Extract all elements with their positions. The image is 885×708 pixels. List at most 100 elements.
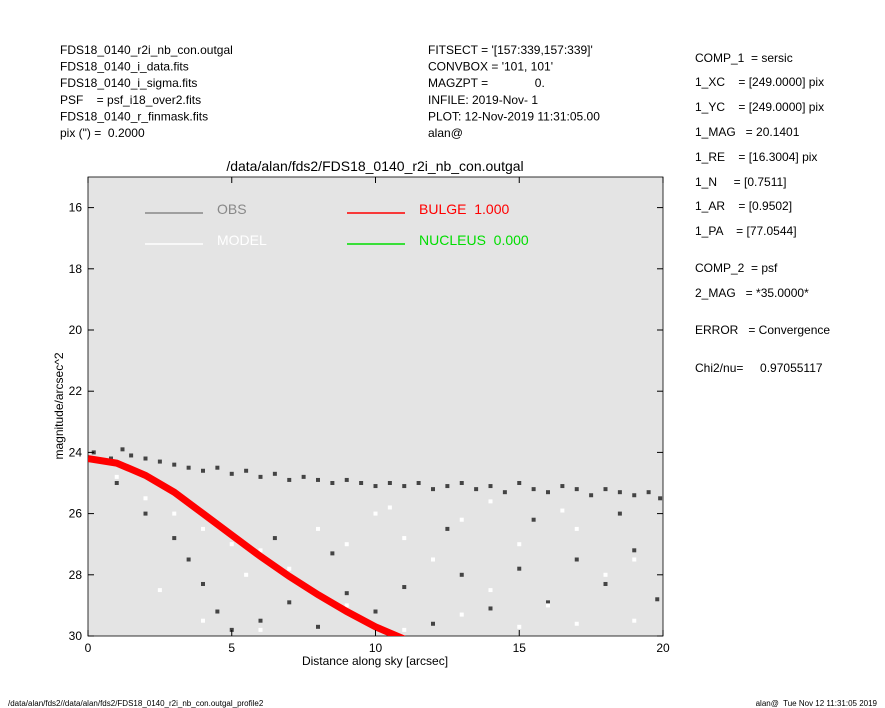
data-point bbox=[201, 581, 205, 586]
data-point bbox=[201, 526, 205, 531]
data-point bbox=[143, 456, 148, 461]
data-point bbox=[502, 490, 507, 495]
data-point bbox=[272, 536, 277, 541]
data-point bbox=[632, 557, 637, 562]
data-point bbox=[244, 468, 249, 473]
data-point bbox=[114, 474, 119, 479]
header-setting: PLOT: 12-Nov-2019 11:31:05.00 bbox=[428, 109, 600, 123]
data-point bbox=[416, 481, 421, 485]
header-setting: INFILE: 2019-Nov- 1 bbox=[428, 93, 538, 107]
data-point bbox=[603, 581, 608, 586]
y-tick-label: 22 bbox=[69, 384, 83, 398]
data-point bbox=[402, 627, 407, 632]
data-point bbox=[316, 624, 320, 629]
data-point bbox=[186, 557, 191, 562]
fit-parameter: 1_RE = [16.3004] pix bbox=[695, 150, 817, 164]
data-point bbox=[157, 459, 162, 464]
legend-label: OBS bbox=[217, 201, 247, 217]
data-point bbox=[488, 484, 493, 489]
fit-parameter: 1_PA = [77.0544] bbox=[695, 224, 797, 238]
data-point bbox=[287, 600, 292, 605]
data-point bbox=[258, 618, 263, 623]
y-tick-label: 26 bbox=[69, 507, 83, 521]
data-point bbox=[143, 511, 148, 516]
data-point bbox=[431, 487, 435, 492]
data-point bbox=[114, 481, 119, 485]
header-file: FDS18_0140_i_sigma.fits bbox=[60, 76, 197, 90]
data-point bbox=[258, 627, 263, 632]
header-setting: FITSECT = '[157:339,157:339]' bbox=[428, 43, 593, 57]
y-tick-label: 24 bbox=[69, 445, 83, 459]
data-point bbox=[574, 487, 579, 492]
data-point bbox=[617, 511, 622, 516]
data-point bbox=[488, 606, 493, 611]
y-axis-label: magnitude/arcsec^2 bbox=[52, 352, 66, 459]
data-point bbox=[272, 471, 277, 476]
data-point bbox=[603, 487, 608, 492]
data-point bbox=[517, 481, 522, 485]
data-point bbox=[172, 462, 177, 467]
data-point bbox=[359, 481, 364, 485]
y-tick-label: 16 bbox=[69, 201, 83, 215]
data-point bbox=[186, 465, 191, 470]
data-point bbox=[316, 477, 320, 482]
data-point bbox=[387, 481, 392, 485]
data-point bbox=[316, 526, 320, 531]
y-tick-label: 18 bbox=[69, 262, 83, 276]
fit-parameter: COMP_1 = sersic bbox=[695, 51, 793, 65]
fit-parameter: 1_YC = [249.0000] pix bbox=[695, 100, 824, 114]
header-setting: MAGZPT = 0. bbox=[428, 76, 545, 90]
fit-parameter: 1_AR = [0.9502] bbox=[695, 199, 792, 213]
fit-parameter: 1_MAG = 20.1401 bbox=[695, 125, 800, 139]
data-point bbox=[431, 621, 435, 626]
data-point bbox=[287, 566, 292, 571]
data-point bbox=[373, 511, 378, 516]
fit-parameter: COMP_2 = psf bbox=[695, 261, 778, 275]
data-point bbox=[344, 591, 349, 596]
x-axis-label: Distance along sky [arcsec] bbox=[302, 654, 448, 668]
data-point bbox=[646, 490, 651, 495]
data-point bbox=[120, 447, 125, 452]
data-point bbox=[459, 612, 464, 617]
data-point bbox=[560, 484, 565, 489]
data-point bbox=[560, 508, 565, 513]
data-point bbox=[143, 496, 148, 501]
x-tick-label: 0 bbox=[85, 641, 92, 655]
footer-stamp: alan@ Tue Nov 12 11:31:05 2019 bbox=[756, 699, 878, 708]
data-point bbox=[172, 536, 177, 541]
data-point bbox=[632, 493, 637, 498]
data-point bbox=[344, 603, 349, 608]
x-tick-label: 20 bbox=[656, 641, 670, 655]
data-point bbox=[129, 453, 134, 458]
data-point bbox=[201, 618, 205, 623]
data-point bbox=[655, 597, 660, 602]
data-point bbox=[459, 517, 464, 522]
data-point bbox=[387, 505, 392, 510]
data-point bbox=[517, 624, 522, 629]
x-tick-label: 5 bbox=[228, 641, 235, 655]
data-point bbox=[258, 474, 263, 479]
data-point bbox=[546, 490, 550, 495]
fit-parameter: 1_XC = [249.0000] pix bbox=[695, 75, 824, 89]
data-point bbox=[344, 477, 349, 482]
data-point bbox=[632, 548, 637, 553]
fit-parameter: 1_N = [0.7511] bbox=[695, 175, 787, 189]
data-point bbox=[330, 551, 335, 556]
header-file: PSF = psf_i18_over2.fits bbox=[60, 93, 201, 107]
data-point bbox=[244, 572, 249, 577]
data-point bbox=[531, 487, 536, 492]
chart-title: /data/alan/fds2/FDS18_0140_r2i_nb_con.ou… bbox=[226, 158, 523, 174]
data-point bbox=[589, 493, 594, 498]
data-point bbox=[344, 542, 349, 547]
data-point bbox=[157, 588, 162, 593]
data-point bbox=[373, 484, 378, 489]
data-point bbox=[617, 490, 622, 495]
x-tick-label: 15 bbox=[513, 641, 527, 655]
data-point bbox=[603, 572, 608, 577]
data-point bbox=[531, 517, 536, 522]
data-point bbox=[546, 603, 550, 608]
data-point bbox=[402, 484, 407, 489]
footer-path: /data/alan/fds2//data/alan/fds2/FDS18_01… bbox=[8, 699, 264, 708]
